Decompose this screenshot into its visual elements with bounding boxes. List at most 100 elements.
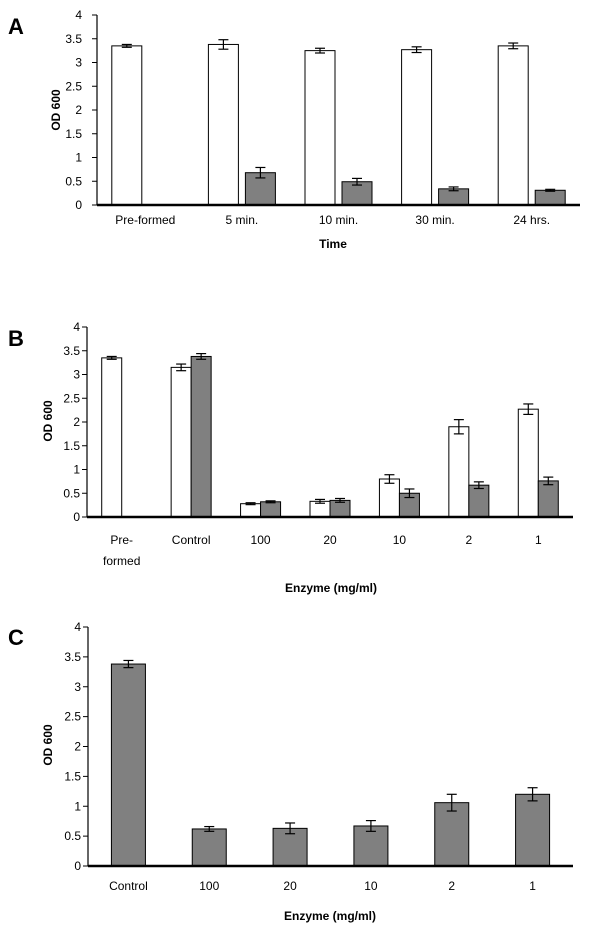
panel-c-bar [272, 827, 308, 867]
panel-b-x-tick-label: 10 [393, 533, 407, 547]
panel-a-y-tick-label: 3.5 [65, 32, 82, 46]
panel-b-error-bar [315, 498, 325, 504]
panel-c-y-tick-label: 0.5 [64, 829, 81, 843]
panel-a-x-tick-label: 10 min. [319, 213, 358, 227]
panel-a-error-bar [315, 47, 325, 54]
panel-b-bar [517, 408, 539, 518]
panel-c-letter: C [8, 625, 24, 650]
panel-c-y-tick-label: 1.5 [64, 769, 81, 783]
panel-c-error-bar [285, 822, 296, 835]
panel-c-y-tick-label: 2 [74, 740, 81, 754]
panel-a-error-bar [448, 186, 459, 192]
panel-b-bar [240, 503, 262, 518]
panel-a-bar [497, 45, 529, 206]
panel-b-bar [537, 480, 559, 518]
panel-b-error-bar [453, 419, 464, 435]
panel-a-y-axis-title: OD 600 [49, 89, 63, 131]
panel-a-error-bar [218, 39, 229, 50]
panel-b-bar [468, 484, 490, 518]
panel-a-bar [111, 45, 143, 206]
panel-a-error-bar [545, 188, 556, 192]
panel-b-x-tick-label: Pre-formed [103, 533, 140, 568]
panel-b-y-axis-title: OD 600 [41, 400, 55, 442]
panel-b-y-tick-label: 1 [73, 463, 80, 477]
panel-b-y-tick-label: 2.5 [63, 391, 80, 405]
panel-c-y-tick-label: 3.5 [64, 650, 81, 664]
panel-a-x-axis-title: Time [319, 237, 347, 251]
panel-a-x-tick-label: 30 min. [415, 213, 454, 227]
panel-c-bar [191, 828, 227, 867]
panel-b-y-tick-label: 1.5 [63, 439, 80, 453]
panel-a-bar [207, 43, 239, 206]
panel-a-error-bar [411, 46, 422, 54]
panel-b-y-tick-label: 3.5 [63, 344, 80, 358]
panel-b-error-bar [106, 355, 117, 360]
panel-b-error-bar [335, 497, 345, 503]
panel-a-bar [401, 49, 433, 206]
panel-a-x-tick-label: 5 min. [226, 213, 259, 227]
panel-c-y-tick-label: 3 [74, 680, 81, 694]
panel-a-error-bar [255, 166, 266, 179]
panel-c-x-tick-label: 2 [448, 879, 455, 893]
panel-b-x-tick-label: 1 [535, 533, 542, 547]
panel-b-y-tick-label: 0.5 [63, 486, 80, 500]
panel-c-error-bar [365, 819, 376, 832]
panel-a-bar [304, 50, 336, 206]
panel-c-bar [434, 802, 470, 867]
panel-c-y-tick-label: 2.5 [64, 710, 81, 724]
panel-c-x-axis-title: Enzyme (mg/ml) [284, 909, 376, 923]
panel-b-letter: B [8, 326, 24, 351]
panel-b-x-tick-label: Control [172, 533, 211, 547]
panel-c: C OD 600 Enzyme (mg/ml) 0 0.5 1 1.5 2 2.5 3 3.5… [8, 620, 573, 923]
panel-b-error-bar [196, 353, 207, 360]
panel-b-error-bar [404, 488, 415, 499]
panel-a-y-tick-label: 0 [75, 198, 82, 212]
panel-a-error-bar [352, 177, 362, 186]
panel-b-error-bar [543, 476, 554, 486]
panel-a-y-tick-label: 2 [75, 103, 82, 117]
panel-b-bar [101, 357, 123, 518]
panel-a: A OD 600 Time 0 0.5 1 1.5 2 2.5 3 3.5 4 Pre-forme… [8, 8, 580, 251]
panel-b-bar [170, 366, 192, 518]
panel-c-bar [515, 793, 551, 867]
panel-b-y-tick-label: 4 [73, 320, 80, 334]
panel-b-y-tick-label: 3 [73, 368, 80, 382]
panel-c-x-tick-label: 20 [283, 879, 297, 893]
panel-a-bar [534, 189, 566, 206]
panel-b-x-axis-title: Enzyme (mg/ml) [285, 581, 377, 595]
panel-b-x-tick-label: 100 [251, 533, 271, 547]
panel-a-x-tick-label: 24 hrs. [513, 213, 550, 227]
panel-b-error-bar [245, 502, 256, 506]
panel-b-bar [260, 501, 282, 518]
panel-b-error-bar [473, 481, 484, 490]
panel-b-bar [378, 478, 400, 518]
panel-c-y-tick-label: 4 [74, 620, 81, 634]
panel-a-error-bar [508, 42, 519, 50]
panel-b-bar [448, 426, 470, 518]
panel-c-bar [353, 825, 389, 867]
panel-c-error-bar [446, 793, 457, 812]
panel-b-bar [190, 355, 212, 518]
panel-a-y-tick-label: 0.5 [65, 174, 82, 188]
panel-a-error-bar [121, 43, 132, 48]
panel-b: B OD 600 Enzyme (mg/ml) 0 0.5 1 1.5 2 2.5 3 3.5… [8, 320, 573, 595]
panel-a-y-tick-label: 3 [75, 56, 82, 70]
panel-a-y-tick-label: 4 [75, 8, 82, 22]
panel-b-y-tick-label: 0 [73, 510, 80, 524]
panel-b-error-bar [384, 474, 395, 484]
panel-a-y-tick-label: 2.5 [65, 79, 82, 93]
panel-b-error-bar [523, 403, 534, 415]
panel-c-x-tick-label: 10 [364, 879, 378, 893]
panel-c-y-tick-label: 0 [74, 859, 81, 873]
panel-c-error-bar [527, 787, 538, 802]
panel-c-x-tick-label: Control [109, 879, 148, 893]
panel-c-error-bar [204, 825, 215, 832]
panel-c-error-bar [123, 659, 134, 669]
panel-c-y-tick-label: 1 [74, 799, 81, 813]
panel-c-y-axis-title: OD 600 [41, 724, 55, 766]
panel-b-x-tick-label: 20 [323, 533, 337, 547]
panel-b-error-bar [265, 500, 276, 504]
panel-a-x-tick-label: Pre-formed [115, 213, 175, 227]
panel-b-y-tick-label: 2 [73, 415, 80, 429]
